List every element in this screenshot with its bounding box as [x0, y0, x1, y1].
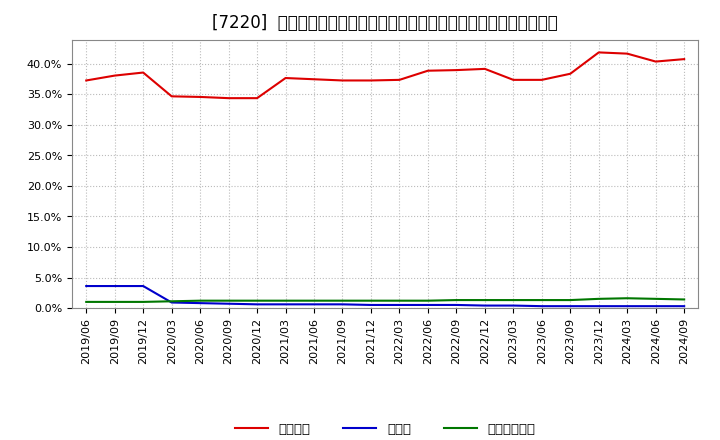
のれん [82, 283, 91, 289]
繰延税金資産 [423, 298, 432, 303]
繰延税金資産 [225, 298, 233, 303]
のれん [253, 302, 261, 307]
自己資本 [509, 77, 518, 82]
のれん [139, 283, 148, 289]
繰延税金資産 [253, 298, 261, 303]
繰延税金資産 [480, 297, 489, 303]
Legend: 自己資本, のれん, 繰延税金資産: 自己資本, のれん, 繰延税金資産 [230, 418, 541, 440]
自己資本 [680, 56, 688, 62]
繰延税金資産 [196, 298, 204, 303]
繰延税金資産 [82, 299, 91, 304]
自己資本 [167, 94, 176, 99]
のれん [167, 300, 176, 305]
繰延税金資産 [566, 297, 575, 303]
繰延税金資産 [537, 297, 546, 303]
繰延税金資産 [652, 296, 660, 301]
Line: 繰延税金資産: 繰延税金資産 [86, 298, 684, 302]
繰延税金資産 [366, 298, 375, 303]
繰延税金資産 [452, 297, 461, 303]
繰延税金資産 [680, 297, 688, 302]
のれん [595, 304, 603, 309]
自己資本 [139, 70, 148, 75]
自己資本 [282, 75, 290, 81]
のれん [282, 302, 290, 307]
Title: [7220]  自己資本、のれん、繰延税金資産の総資産に対する比率の推移: [7220] 自己資本、のれん、繰延税金資産の総資産に対する比率の推移 [212, 15, 558, 33]
のれん [623, 304, 631, 309]
自己資本 [652, 59, 660, 64]
自己資本 [595, 50, 603, 55]
のれん [566, 304, 575, 309]
繰延税金資産 [282, 298, 290, 303]
のれん [652, 304, 660, 309]
のれん [509, 303, 518, 308]
自己資本 [395, 77, 404, 82]
自己資本 [196, 94, 204, 99]
自己資本 [310, 77, 318, 82]
繰延税金資産 [110, 299, 119, 304]
自己資本 [253, 95, 261, 101]
自己資本 [423, 68, 432, 73]
のれん [225, 301, 233, 306]
のれん [196, 301, 204, 306]
自己資本 [225, 95, 233, 101]
繰延税金資産 [338, 298, 347, 303]
Line: のれん: のれん [86, 286, 684, 306]
自己資本 [452, 67, 461, 73]
自己資本 [366, 78, 375, 83]
のれん [423, 302, 432, 308]
繰延税金資産 [509, 297, 518, 303]
自己資本 [566, 71, 575, 77]
繰延税金資産 [623, 296, 631, 301]
のれん [395, 302, 404, 308]
繰延税金資産 [310, 298, 318, 303]
Line: 自己資本: 自己資本 [86, 52, 684, 98]
繰延税金資産 [395, 298, 404, 303]
自己資本 [480, 66, 489, 72]
のれん [310, 302, 318, 307]
自己資本 [537, 77, 546, 82]
のれん [110, 283, 119, 289]
自己資本 [338, 78, 347, 83]
のれん [680, 304, 688, 309]
のれん [452, 302, 461, 308]
のれん [480, 303, 489, 308]
自己資本 [110, 73, 119, 78]
自己資本 [82, 78, 91, 83]
繰延税金資産 [167, 299, 176, 304]
のれん [338, 302, 347, 307]
のれん [366, 302, 375, 308]
繰延税金資産 [139, 299, 148, 304]
自己資本 [623, 51, 631, 56]
繰延税金資産 [595, 296, 603, 301]
のれん [537, 304, 546, 309]
